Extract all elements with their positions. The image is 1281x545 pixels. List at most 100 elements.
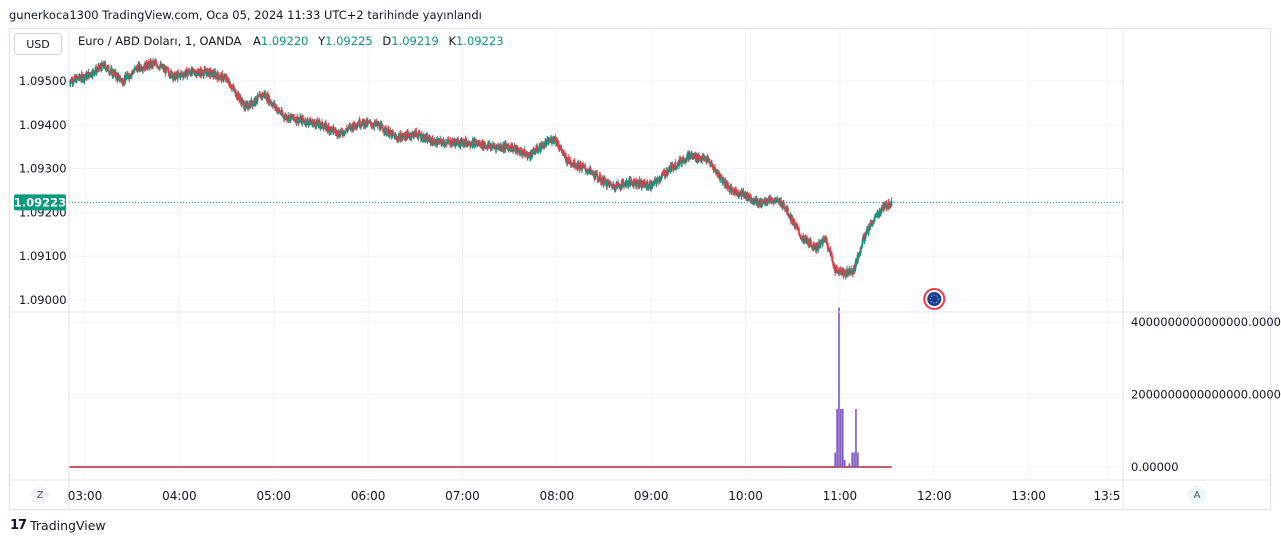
candle-body	[796, 226, 799, 229]
candle-body	[398, 137, 401, 140]
candle-body	[107, 65, 110, 72]
candle-body	[809, 240, 812, 244]
candle-body	[750, 199, 753, 202]
zoom-button[interactable]: Z	[31, 486, 49, 504]
auto-scale-button[interactable]: A	[1188, 486, 1206, 504]
candle-body	[114, 71, 117, 77]
candle-body	[788, 215, 791, 217]
candle-body	[601, 181, 604, 184]
candle-body	[792, 223, 795, 225]
candle-body	[309, 118, 312, 125]
candle-body	[184, 69, 187, 74]
candle-body	[654, 179, 657, 183]
candle-body	[256, 100, 259, 103]
candle-body	[621, 180, 624, 188]
candle-body	[332, 127, 335, 133]
candle-body	[129, 76, 132, 78]
candle-body	[769, 197, 772, 201]
candle-body	[657, 178, 660, 182]
x-tick-label: 12:00	[917, 489, 952, 503]
candle-body	[688, 152, 691, 154]
candle-body	[80, 73, 83, 80]
volume-bar	[857, 452, 859, 467]
candle-body	[221, 74, 224, 81]
candle-body	[848, 268, 851, 275]
candle-body	[512, 148, 515, 152]
candle-body	[505, 144, 508, 147]
candle-body	[166, 67, 169, 70]
candle-body	[108, 71, 111, 74]
candle-body	[765, 202, 768, 204]
candle-body	[99, 65, 102, 69]
candle-body	[613, 185, 616, 190]
candle-body	[834, 267, 837, 274]
candle-body	[584, 165, 587, 169]
candle-body	[639, 183, 642, 185]
candle-body	[519, 149, 522, 155]
candle-body	[318, 120, 321, 122]
candle-body	[885, 208, 888, 210]
candle-body	[89, 75, 92, 77]
candle-body	[297, 119, 300, 124]
candle-body	[811, 246, 814, 248]
candle-body	[217, 76, 220, 80]
candle-body	[164, 66, 167, 74]
candle-body	[141, 68, 144, 71]
candle-body	[379, 124, 382, 131]
candle-body	[656, 177, 659, 181]
candle-body	[772, 202, 775, 204]
candle-body	[351, 124, 354, 130]
candle-body	[178, 73, 181, 75]
candle-body	[516, 146, 519, 150]
candle-body	[706, 159, 709, 162]
candle-body	[658, 177, 661, 181]
candle-body	[844, 273, 847, 276]
currency-button[interactable]: USD	[14, 33, 62, 55]
candle-body	[73, 78, 76, 83]
candle-body	[341, 130, 344, 134]
candle-body	[326, 125, 329, 131]
candle-body	[771, 198, 774, 203]
candle-body	[135, 66, 138, 68]
candle-body	[158, 66, 161, 70]
candle-body	[493, 146, 496, 148]
candle-body	[84, 76, 87, 78]
candle-body	[707, 158, 710, 161]
candle-body	[533, 148, 536, 152]
candle-body	[437, 140, 440, 144]
candle-body	[544, 141, 547, 143]
candle-body	[98, 67, 101, 69]
candle-body	[91, 70, 94, 77]
candle-body	[334, 129, 337, 132]
candle-body	[587, 170, 590, 174]
candle-body	[879, 209, 882, 215]
candle-body	[182, 74, 185, 78]
candle-body	[874, 214, 877, 217]
candle-body	[382, 128, 385, 132]
candle-body	[808, 240, 811, 247]
candle-body	[321, 121, 324, 128]
candle-body	[535, 147, 538, 152]
candle-body	[486, 145, 489, 149]
candle-body	[350, 125, 353, 127]
candle-body	[529, 152, 532, 158]
candle-body	[571, 163, 574, 165]
candle-body	[578, 168, 581, 170]
candle-body	[389, 129, 392, 134]
candle-body	[756, 198, 759, 201]
tradingview-logo[interactable]: 17 TradingView	[10, 518, 106, 533]
candle-body	[637, 180, 640, 187]
candle-body	[72, 82, 75, 84]
candle-body	[742, 193, 745, 198]
candle-body	[635, 179, 638, 187]
candle-body	[698, 155, 701, 159]
candle-body	[627, 183, 630, 186]
candle-body	[767, 198, 770, 203]
candle-body	[751, 199, 754, 202]
candle-body	[356, 125, 359, 128]
candle-body	[306, 119, 309, 123]
candle-body	[643, 180, 646, 183]
candle-body	[662, 172, 665, 175]
candle-body	[725, 185, 728, 187]
